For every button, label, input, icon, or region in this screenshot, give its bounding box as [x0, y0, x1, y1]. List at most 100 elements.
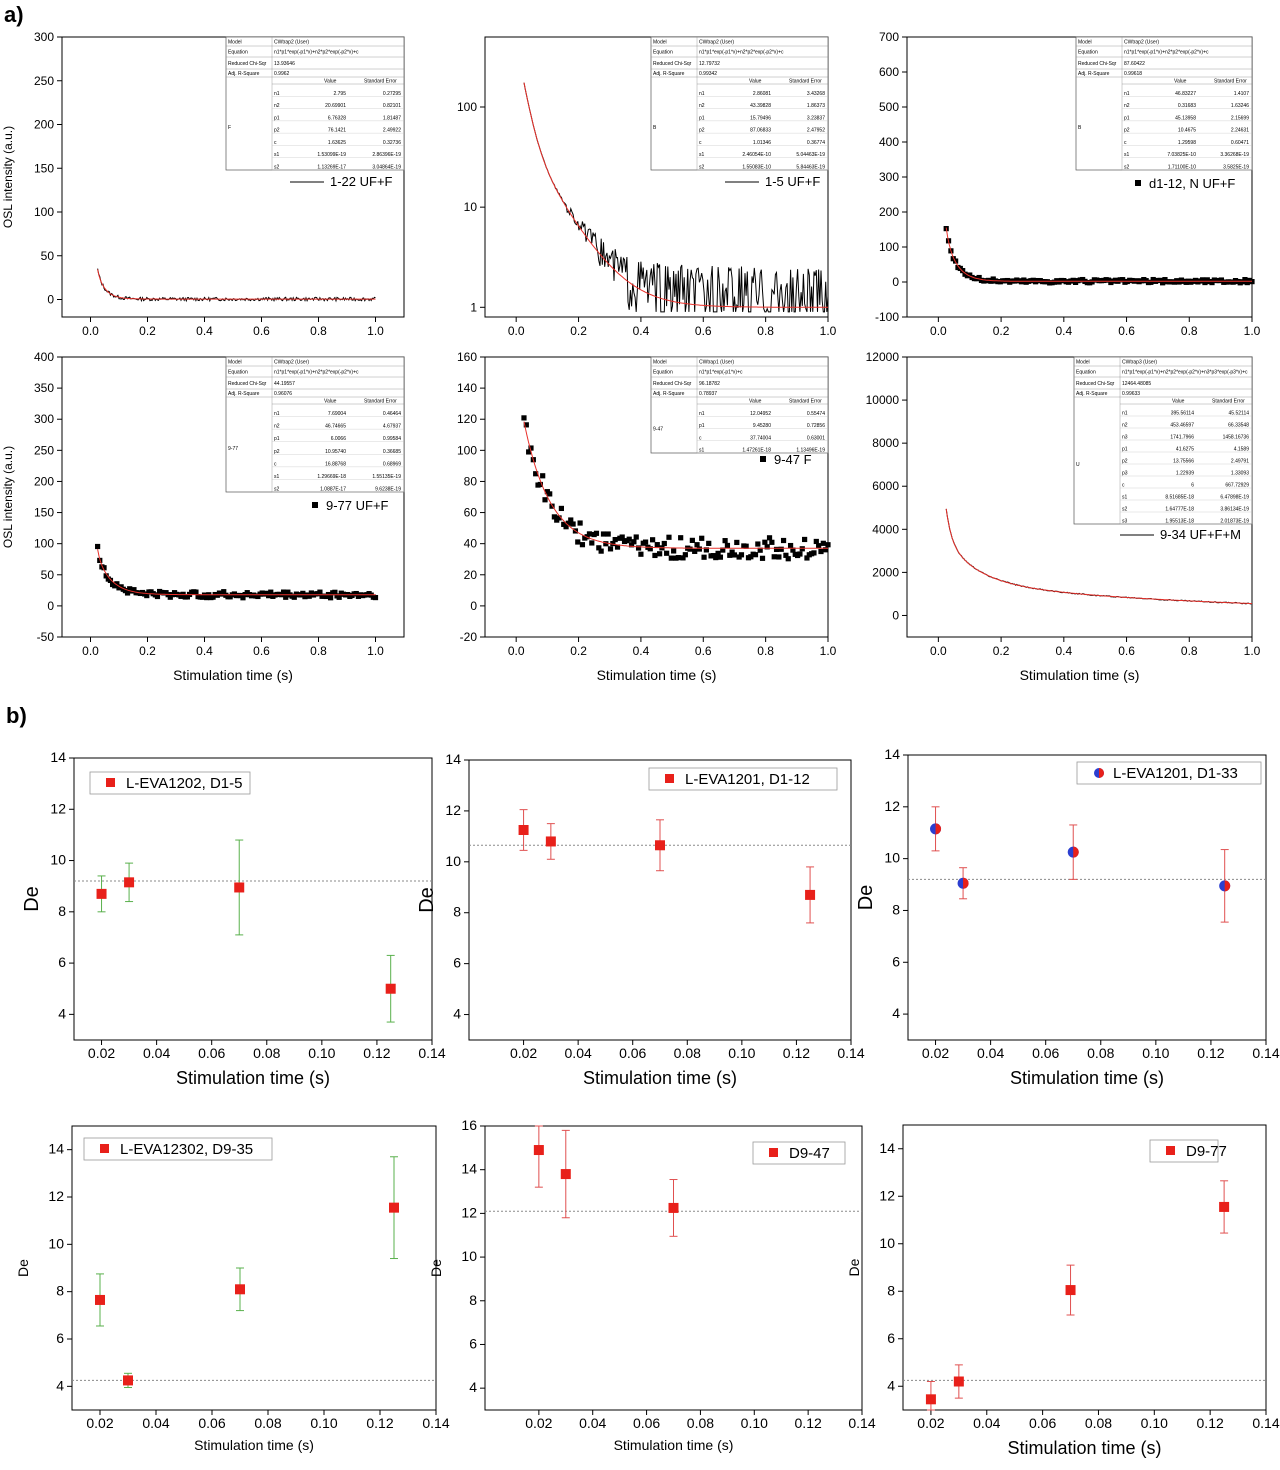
- fit-param-value: 13.75566: [1173, 459, 1194, 465]
- data-point: [689, 537, 695, 543]
- legend-swatch: [106, 778, 115, 787]
- fit-param-error: 45.52114: [1229, 411, 1250, 417]
- chart-1: 0.0 0.2 0.4 0.6 0.8 1.0 0 50 100 150 200 250 300 OSL …: [1, 30, 405, 338]
- data-point: [731, 552, 738, 558]
- x-tick-label: 0.4: [1055, 644, 1072, 658]
- fit-param-value: 1.13269E-17: [317, 165, 346, 171]
- fit-header-value: Value: [749, 79, 762, 85]
- data-point: [631, 539, 637, 545]
- fit-param-error: 1.63246: [1231, 103, 1249, 109]
- y-tick-label: -100: [875, 310, 899, 324]
- x-tick-label: 0.08: [253, 1045, 280, 1061]
- fit-param-name: c: [1124, 140, 1127, 146]
- data-point: [558, 505, 564, 512]
- fit-param-value: 1.64777E-18: [1165, 507, 1194, 513]
- x-tick-label: 0.04: [579, 1415, 606, 1431]
- data-point: [701, 554, 707, 560]
- data-point: [372, 594, 379, 601]
- fit-stat-1-value: 44.19557: [274, 381, 295, 387]
- y-tick-label: 300: [34, 30, 54, 44]
- x-tick-label: 0.12: [783, 1045, 810, 1061]
- x-tick-label: 1.0: [820, 644, 837, 658]
- data-point: [680, 555, 686, 561]
- fit-param-name: c: [274, 140, 277, 146]
- fit-param-name: p2: [1124, 128, 1130, 134]
- y-tick-label: 8: [469, 1292, 477, 1308]
- legend-label: D9-47: [789, 1145, 830, 1162]
- fit-param-value: 76.1421: [328, 128, 346, 134]
- plot-frame: [468, 759, 852, 1041]
- fit-model-value: CWtrap1 (User): [699, 360, 734, 366]
- legend-swatch: [1135, 180, 1141, 186]
- fit-equation-value: n1*p1*exp(-p1*x)+n2*p2*exp(-p2*x)+n3*p3*…: [1122, 370, 1248, 376]
- x-tick-label: 0.12: [795, 1415, 822, 1431]
- y-axis-label: De: [15, 1259, 31, 1277]
- y-tick-label: 12: [461, 1204, 477, 1220]
- fit-results-table: Model CWtrap2 (User) Equation n1*p1*exp(-p1…: [650, 36, 829, 171]
- fit-stat-2-value: 0.99633: [1122, 391, 1140, 397]
- fit-param-error: 9.6238E-19: [375, 487, 401, 493]
- fit-model-label: Model: [653, 360, 667, 366]
- fit-group-label: U: [1076, 462, 1080, 468]
- y-tick-label: 140: [457, 381, 477, 395]
- y-tick-label: 300: [34, 412, 54, 426]
- fit-param-name: s1: [274, 474, 280, 480]
- y-tick-label: 400: [879, 135, 899, 149]
- y-tick-label: 100: [34, 205, 54, 219]
- fit-stat-2-label: Adj. R-Square: [228, 391, 260, 397]
- fit-param-value: 46.83227: [1175, 91, 1196, 97]
- fit-param-name: s2: [699, 165, 705, 171]
- data-point: [328, 595, 334, 601]
- y-tick-label: 120: [457, 412, 477, 426]
- panel-label-b: b): [6, 703, 27, 728]
- x-tick-label: 0.12: [1197, 1045, 1224, 1061]
- chart-11: 0.02 0.04 0.06 0.08 0.10 0.12 0.14 4 6 8 10 12 14 16 S…: [428, 1117, 876, 1453]
- data-point: [1148, 279, 1154, 285]
- data-point: [925, 1394, 936, 1405]
- legend-label: L-EVA1201, D1-33: [1113, 765, 1238, 782]
- data-point: [706, 540, 712, 546]
- y-axis-label: De: [21, 886, 43, 912]
- fit-param-name: n1: [274, 411, 280, 417]
- legend-label: 9-77 UF+F: [326, 498, 389, 513]
- x-tick-label: 0.14: [848, 1415, 875, 1431]
- y-tick-label: 4: [453, 1006, 461, 1022]
- y-tick-label: 100: [34, 537, 54, 551]
- x-tick-label: 0.02: [525, 1415, 552, 1431]
- y-tick-label: 14: [445, 751, 461, 767]
- fit-param-value: 0.31683: [1178, 103, 1196, 109]
- fit-param-error: 0.36685: [383, 449, 401, 455]
- data-point: [960, 268, 966, 274]
- fit-stat-2-label: Adj. R-Square: [1076, 391, 1108, 397]
- y-tick-label: 400: [34, 350, 54, 364]
- legend-box: [752, 1141, 846, 1165]
- data-point: [638, 551, 644, 557]
- data-trace: [97, 268, 376, 303]
- y-tick-label: 14: [50, 749, 66, 765]
- plot-frame: [907, 754, 1267, 1041]
- fit-param-name: s1: [1124, 152, 1130, 158]
- fit-stat-1-label: Reduced Chi-Sqr: [653, 381, 692, 387]
- y-tick-label: 8: [453, 904, 461, 920]
- data-point: [668, 1202, 679, 1213]
- y-tick-label: 350: [34, 381, 54, 395]
- data-point: [144, 592, 150, 599]
- y-tick-label: 50: [41, 249, 55, 263]
- data-point: [692, 548, 698, 554]
- fit-param-value: 1.22939: [1176, 471, 1194, 477]
- fit-equation-value: n1*p1*exp(-p1*x)+n2*p2*exp(-p2*x)+c: [699, 50, 784, 56]
- fit-param-error: 0.60471: [1231, 140, 1249, 146]
- fit-param-name: p1: [699, 115, 705, 121]
- data-point: [787, 542, 794, 549]
- fit-stat-1-label: Reduced Chi-Sqr: [1078, 61, 1117, 67]
- fit-param-name: p3: [1122, 471, 1128, 477]
- fit-param-error: 4.1589: [1234, 447, 1250, 453]
- legend-label: 9-47 F: [774, 452, 812, 467]
- x-tick-label: 0.02: [510, 1045, 537, 1061]
- fit-param-value: 46.74665: [325, 424, 346, 430]
- data-point: [778, 546, 784, 552]
- legend-swatch: [665, 774, 674, 783]
- data-point: [556, 515, 562, 521]
- legend-label: L-EVA12302, D9-35: [120, 1141, 253, 1158]
- data-point: [666, 534, 672, 540]
